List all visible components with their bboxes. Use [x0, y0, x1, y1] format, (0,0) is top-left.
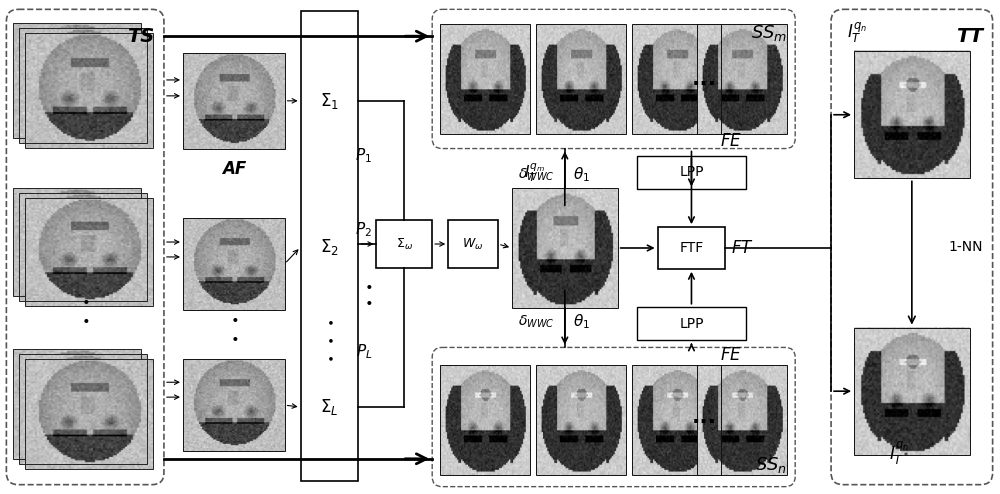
- Text: $SS_m$: $SS_m$: [751, 23, 787, 43]
- Bar: [13, 349, 141, 459]
- Bar: [658, 227, 725, 269]
- Bar: [25, 198, 153, 306]
- Text: $\theta_1$: $\theta_1$: [573, 312, 590, 331]
- Text: $I_T^{q_n}$: $I_T^{q_n}$: [847, 20, 867, 45]
- Bar: [440, 366, 530, 475]
- Text: ...: ...: [692, 69, 717, 89]
- Text: $P_2$: $P_2$: [355, 221, 372, 240]
- Text: ...: ...: [692, 407, 717, 427]
- Text: $FT$: $FT$: [731, 239, 754, 257]
- Bar: [536, 24, 626, 134]
- Text: $SS_n$: $SS_n$: [755, 454, 787, 475]
- Bar: [13, 188, 141, 296]
- Bar: [440, 24, 530, 134]
- Text: $\Sigma_{\omega}$: $\Sigma_{\omega}$: [396, 237, 413, 251]
- Bar: [19, 354, 147, 464]
- Bar: [697, 366, 787, 475]
- Bar: [25, 359, 153, 469]
- Bar: [854, 51, 970, 178]
- Text: TT: TT: [956, 27, 983, 46]
- Text: $P_1$: $P_1$: [355, 146, 372, 165]
- Bar: [19, 193, 147, 301]
- Text: $I_T^{q_m}$: $I_T^{q_m}$: [524, 162, 545, 184]
- Text: $\delta_{WWC}$: $\delta_{WWC}$: [518, 166, 555, 183]
- Bar: [19, 28, 147, 143]
- FancyBboxPatch shape: [6, 9, 164, 485]
- Bar: [512, 188, 618, 308]
- Text: $FE$: $FE$: [720, 131, 742, 150]
- Text: LPP: LPP: [679, 317, 704, 330]
- Text: $\Sigma_2$: $\Sigma_2$: [320, 237, 339, 257]
- Text: TS: TS: [127, 27, 154, 46]
- Text: 1-NN: 1-NN: [948, 240, 983, 254]
- Text: $I_{T^*}^{q_n}$: $I_{T^*}^{q_n}$: [889, 440, 909, 467]
- Text: $P_L$: $P_L$: [356, 342, 372, 361]
- Bar: [376, 220, 432, 268]
- Text: $\bullet$
$\bullet$: $\bullet$ $\bullet$: [81, 293, 89, 327]
- Text: $\bullet$
$\bullet$: $\bullet$ $\bullet$: [230, 311, 238, 344]
- FancyBboxPatch shape: [432, 9, 795, 149]
- Bar: [25, 33, 153, 148]
- FancyBboxPatch shape: [831, 9, 993, 485]
- Text: $\bullet$
$\bullet$: $\bullet$ $\bullet$: [364, 278, 373, 308]
- Bar: [183, 53, 285, 149]
- Text: $FE$: $FE$: [720, 346, 742, 365]
- Text: $W_{\omega}$: $W_{\omega}$: [462, 237, 484, 251]
- Bar: [183, 218, 285, 310]
- Text: $\delta_{WWC}$: $\delta_{WWC}$: [518, 313, 555, 330]
- Bar: [632, 366, 721, 475]
- Text: FTF: FTF: [679, 241, 704, 255]
- Bar: [536, 366, 626, 475]
- Bar: [301, 11, 358, 481]
- Text: LPP: LPP: [679, 165, 704, 179]
- Bar: [183, 359, 285, 451]
- Text: AF: AF: [222, 161, 246, 178]
- Bar: [13, 23, 141, 138]
- Bar: [854, 328, 970, 455]
- Bar: [448, 220, 498, 268]
- Bar: [632, 24, 721, 134]
- Bar: [637, 156, 746, 189]
- Bar: [637, 307, 746, 340]
- Text: $\Sigma_1$: $\Sigma_1$: [320, 91, 339, 111]
- Text: $\theta_1$: $\theta_1$: [573, 165, 590, 184]
- FancyBboxPatch shape: [432, 347, 795, 487]
- Bar: [697, 24, 787, 134]
- Text: $\Sigma_L$: $\Sigma_L$: [320, 397, 339, 417]
- Text: $\bullet$
$\bullet$
$\bullet$: $\bullet$ $\bullet$ $\bullet$: [326, 315, 333, 364]
